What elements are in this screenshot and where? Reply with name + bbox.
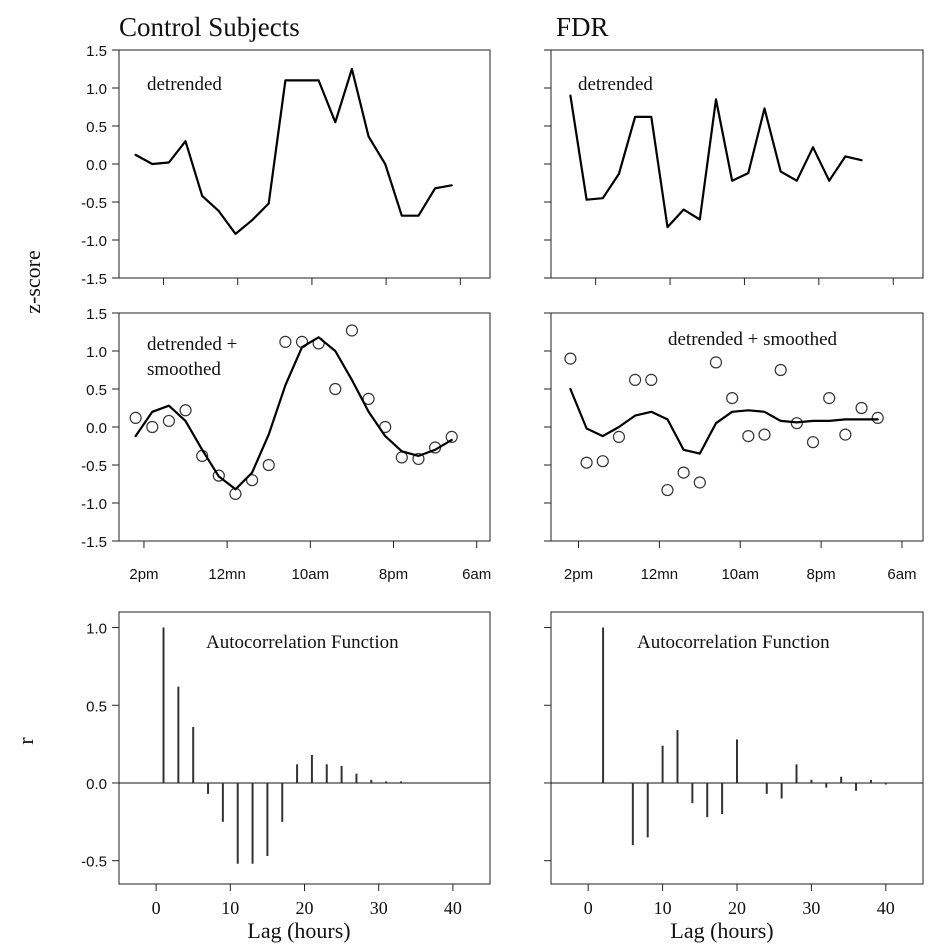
fdr-data-point	[580, 456, 593, 469]
left-column-title: Control Subjects	[119, 12, 300, 42]
fdr-data-point	[855, 401, 868, 415]
control-smoothed-panel: 1.5 1.0 0.5 0.0 -0.5 -1.0 -1.5 2pm 12mn 10am 8pm 6a…	[81, 306, 491, 583]
control-smoothed-annotation: detrended +	[147, 334, 237, 355]
fdr-acf-xtick-label: 10	[654, 898, 672, 918]
fdr-smoothed-xtick-label: 10am	[721, 566, 759, 583]
fdr-data-point	[806, 436, 820, 449]
control-smoothed-ytick-label: 1.5	[86, 306, 107, 323]
control-detrended-ytick-label: -1.0	[81, 233, 107, 250]
control-smoothed-curve	[134, 336, 453, 491]
control-smoothed-xtick-label: 6am	[462, 566, 491, 583]
control-detrended-ytick-label: 1.0	[86, 81, 107, 98]
zscore-axis-label: z-score	[20, 250, 45, 314]
control-acf-panel: 1.0 0.5 0.0 -0.5 0 10 20 30 40 Autocorrelation Fu…	[81, 611, 491, 918]
control-acf-xtick-label: 20	[296, 898, 314, 918]
fdr-data-point	[629, 373, 642, 386]
fdr-data-point	[709, 356, 723, 369]
control-smoothed-ytick-label: 1.0	[86, 344, 107, 361]
fdr-data-point	[596, 455, 609, 468]
fdr-data-point	[612, 430, 626, 443]
control-detrended-ytick-label: 0.5	[86, 119, 107, 136]
control-data-point	[212, 469, 225, 482]
control-acf-xtick-label: 10	[221, 898, 239, 918]
fdr-data-point	[790, 417, 803, 430]
fdr-data-point	[871, 411, 884, 424]
control-data-point	[345, 324, 359, 337]
r-axis-label: r	[13, 737, 38, 745]
fdr-acf-xtick-label: 40	[877, 898, 895, 918]
control-data-point	[162, 414, 176, 428]
right-lag-axis-label: Lag (hours)	[670, 918, 773, 943]
fdr-smoothed-annotation: detrended + smoothed	[668, 329, 838, 350]
control-acf-ytick-label: 0.5	[86, 698, 107, 715]
fdr-detrended-panel: detrended	[544, 49, 924, 285]
control-data-point	[412, 452, 425, 466]
control-smoothed-xtick-label: 2pm	[129, 566, 158, 583]
control-acf-xtick-label: 40	[444, 898, 462, 918]
fdr-data-point	[677, 466, 690, 479]
fdr-smoothed-xtick-label: 2pm	[564, 566, 593, 583]
fdr-data-point	[661, 483, 674, 497]
control-data-point	[279, 335, 292, 348]
fdr-data-point	[645, 373, 658, 386]
left-lag-axis-label: Lag (hours)	[247, 918, 350, 943]
control-acf-xtick-label: 0	[152, 898, 161, 918]
fdr-detrended-annotation: detrended	[578, 74, 653, 95]
control-data-point	[262, 458, 275, 472]
control-detrended-ytick-label: -1.5	[81, 271, 107, 288]
fdr-smoothed-curve	[569, 387, 879, 455]
control-data-point	[129, 411, 142, 424]
fdr-acf-xtick-label: 20	[728, 898, 746, 918]
control-acf-xtick-label: 30	[370, 898, 388, 918]
control-smoothed-ytick-label: -1.5	[81, 534, 107, 551]
control-smoothed-ytick-label: -1.0	[81, 496, 107, 513]
control-detrended-ytick-label: 0.0	[86, 157, 107, 174]
control-acf-ytick-label: -0.5	[81, 854, 107, 871]
control-data-point	[395, 451, 408, 464]
control-detrended-annotation: detrended	[147, 74, 222, 95]
control-smoothed-ytick-label: 0.0	[86, 420, 107, 437]
control-data-point	[445, 430, 458, 443]
fdr-detrended-line	[569, 94, 863, 229]
fdr-data-point	[758, 428, 771, 441]
fdr-data-point	[823, 392, 836, 405]
fdr-acf-panel: 0 10 20 30 40 Autocorrelation Function	[544, 611, 924, 918]
control-detrended-ytick-label: 1.5	[86, 43, 107, 60]
fdr-data-point	[564, 352, 577, 365]
control-smoothed-ytick-label: -0.5	[81, 458, 107, 475]
right-column-title: FDR	[556, 12, 609, 42]
control-smoothed-annotation: smoothed	[147, 359, 221, 380]
fdr-smoothed-xtick-label: 6am	[887, 566, 916, 583]
fdr-data-point	[742, 430, 755, 443]
control-acf-ytick-label: 1.0	[86, 621, 107, 638]
fdr-data-point	[774, 363, 787, 377]
fdr-data-point	[693, 476, 706, 489]
control-smoothed-xtick-label: 12mn	[208, 566, 246, 583]
fdr-acf-annotation: Autocorrelation Function	[637, 632, 830, 653]
control-smoothed-xtick-label: 10am	[292, 566, 330, 583]
fdr-smoothed-xtick-label: 12mn	[641, 566, 679, 583]
control-acf-ytick-label: 0.0	[86, 776, 107, 793]
fdr-data-point	[839, 428, 852, 441]
fdr-acf-xtick-label: 30	[802, 898, 820, 918]
control-data-point	[179, 404, 192, 417]
fdr-smoothed-panel: 2pm 12mn 10am 8pm 6am detrended + smoothed	[544, 312, 924, 583]
fdr-data-point	[726, 392, 739, 405]
control-smoothed-ytick-label: 0.5	[86, 382, 107, 399]
control-acf-annotation: Autocorrelation Function	[206, 632, 399, 653]
control-smoothed-xtick-label: 8pm	[379, 566, 408, 583]
control-data-point	[245, 474, 259, 487]
control-detrended-line	[134, 67, 453, 235]
control-data-point	[146, 420, 159, 434]
fdr-acf-xtick-label: 0	[584, 898, 593, 918]
control-detrended-ytick-label: -0.5	[81, 195, 107, 212]
fdr-smoothed-xtick-label: 8pm	[807, 566, 836, 583]
control-data-point	[329, 382, 342, 396]
control-detrended-panel: 1.5 1.0 0.5 0.0 -0.5 -1.0 -1.5 detrended	[81, 43, 491, 288]
